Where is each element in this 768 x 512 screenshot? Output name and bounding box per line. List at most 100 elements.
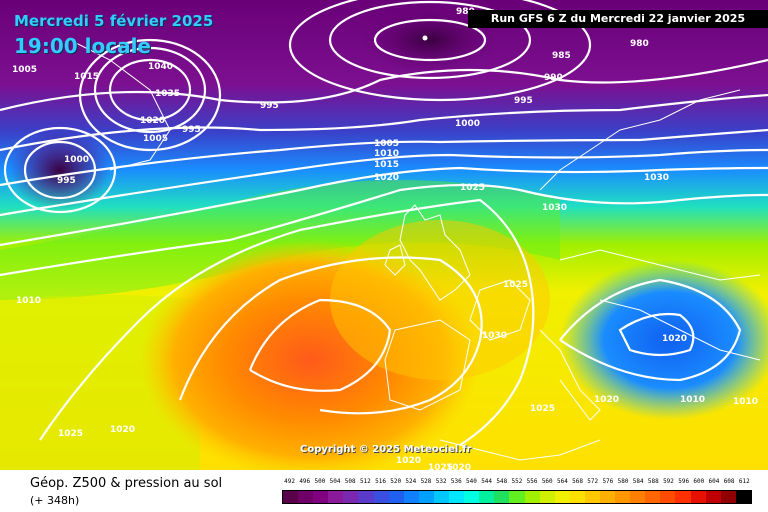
france-coast [469, 279, 531, 341]
isobar-label: 1020 [446, 463, 471, 470]
scale-swatch [735, 491, 751, 503]
isobar-label: 990 [544, 73, 563, 83]
color-scale-bar [282, 490, 752, 504]
isobars [0, 0, 768, 445]
scale-tick-label: 496 [299, 478, 311, 485]
isobar-1000 [0, 93, 768, 152]
isobar-label: 1025 [530, 404, 555, 414]
isobar-label: 1005 [143, 134, 168, 144]
scale-swatch [388, 491, 404, 503]
isobar-label: 1005 [12, 65, 37, 75]
scale-swatch [720, 491, 736, 503]
isobar-label: 1000 [455, 119, 480, 129]
isobar-985 [328, 0, 532, 80]
scale-swatch [660, 491, 676, 503]
scale-tick-label: 580 [617, 478, 629, 485]
isobar-1020-east [559, 278, 742, 382]
scale-swatch [675, 491, 691, 503]
scale-swatch [328, 491, 344, 503]
iberia-coast [384, 319, 471, 411]
scale-swatch [464, 491, 480, 503]
isobar-label: 1020 [594, 395, 619, 405]
isobar-label: 1020 [662, 334, 687, 344]
scale-swatch [599, 491, 616, 503]
isobar-label: 1030 [482, 331, 507, 341]
great-britain-coast [399, 204, 471, 301]
weather-map: 980 985 990 995 1000 1005 1010 1015 1020… [0, 0, 768, 470]
isobar-label: 985 [552, 51, 571, 61]
isobar-1020 [0, 183, 768, 277]
forecast-date: Mercredi 5 février 2025 [14, 12, 214, 30]
isobar-1040 [108, 58, 192, 122]
isobar-label: 1020 [140, 116, 165, 126]
coastlines [69, 39, 761, 461]
isobar-label: 1025 [460, 183, 485, 193]
scale-tick-label: 584 [632, 478, 644, 485]
scale-swatch [373, 491, 389, 503]
isobar-995-west [23, 140, 97, 200]
isobar-label: 1020 [396, 456, 421, 466]
isobar-label: 1010 [733, 397, 758, 407]
scale-swatch [645, 491, 661, 503]
scale-tick-label: 536 [450, 478, 462, 485]
italy-coast [539, 329, 601, 421]
scale-swatch [313, 491, 329, 503]
scale-tick-label: 512 [359, 478, 371, 485]
scale-tick-label: 516 [375, 478, 386, 485]
isobar-1000-west [3, 126, 117, 214]
scale-tick-label: 564 [556, 478, 568, 485]
scale-tick-label: 552 [511, 478, 523, 485]
scale-swatch [343, 491, 359, 503]
scale-tick-label: 572 [587, 478, 599, 485]
pressure-chart-svg: 980 985 990 995 1000 1005 1010 1015 1020… [0, 0, 768, 470]
scale-tick-label: 524 [405, 478, 417, 485]
scale-tick-label: 588 [647, 478, 659, 485]
isobar-990 [288, 0, 592, 102]
isobar-1025 [39, 198, 535, 446]
isobar-label: 1010 [16, 296, 41, 306]
scale-tick-label: 532 [435, 478, 447, 485]
scale-swatch [418, 491, 434, 503]
scale-swatch [479, 491, 495, 503]
scale-swatch [494, 491, 510, 503]
low-pressure-zone [560, 260, 768, 420]
balkans-border [599, 299, 761, 361]
isobar-label: 1005 [374, 139, 399, 149]
scale-tick-label: 596 [678, 478, 690, 485]
isobar-label: 1000 [64, 155, 89, 165]
isobar-1015 [0, 166, 768, 247]
scale-swatch [358, 491, 374, 503]
model-run-label: Run GFS 6 Z du Mercredi 22 janvier 2025 [468, 10, 768, 28]
scale-tick-label: 508 [344, 478, 356, 485]
isobar-label: 1015 [374, 160, 399, 170]
isobar-label: 1025 [58, 429, 83, 439]
scale-tick-label: 604 [708, 478, 720, 485]
scale-swatch [298, 491, 314, 503]
legend-footer: Géop. Z500 & pression au sol (+ 348h) 49… [0, 470, 768, 512]
scale-swatch [433, 491, 450, 503]
scale-swatch [403, 491, 419, 503]
scale-tick-label: 608 [723, 478, 735, 485]
isobar-label: 995 [514, 96, 533, 106]
isobar-label: 1025 [428, 463, 453, 470]
scale-tick-label: 560 [541, 478, 553, 485]
scale-tick-label: 576 [602, 478, 614, 485]
scale-swatch [569, 491, 585, 503]
legend-subtitle: (+ 348h) [30, 494, 80, 507]
isobar-label: 980 [630, 39, 649, 49]
isobar-980 [373, 18, 487, 62]
legend-title: Géop. Z500 & pression au sol [30, 476, 223, 491]
isobar-label: 1010 [374, 149, 399, 159]
scale-tick-label: 612 [738, 478, 750, 485]
isobar-label: 1030 [644, 173, 669, 183]
scale-tick-label: 504 [329, 478, 341, 485]
scale-tick-label: 540 [466, 478, 477, 485]
north-africa-coast [439, 439, 601, 461]
scale-tick-label: 528 [420, 478, 432, 485]
isobar-label: 1010 [680, 395, 705, 405]
deep-low-north [360, 5, 500, 75]
isobar-1035-greenland [93, 46, 207, 134]
scale-swatch [509, 491, 525, 503]
scale-tick-label: 500 [314, 478, 326, 485]
isobar-label: 1015 [74, 72, 99, 82]
